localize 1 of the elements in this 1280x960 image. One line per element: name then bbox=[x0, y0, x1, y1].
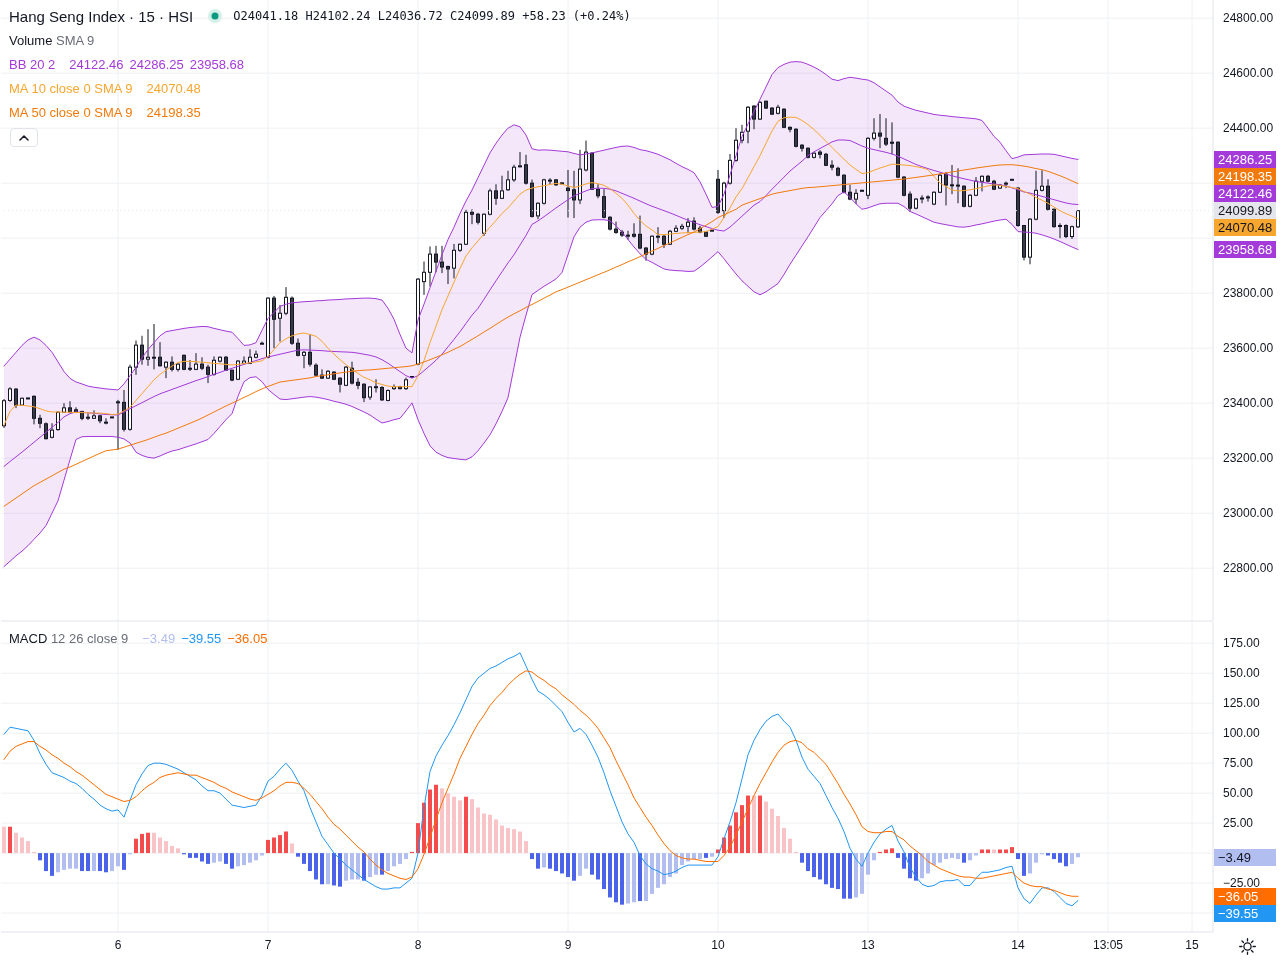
bar bbox=[2, 826, 6, 854]
